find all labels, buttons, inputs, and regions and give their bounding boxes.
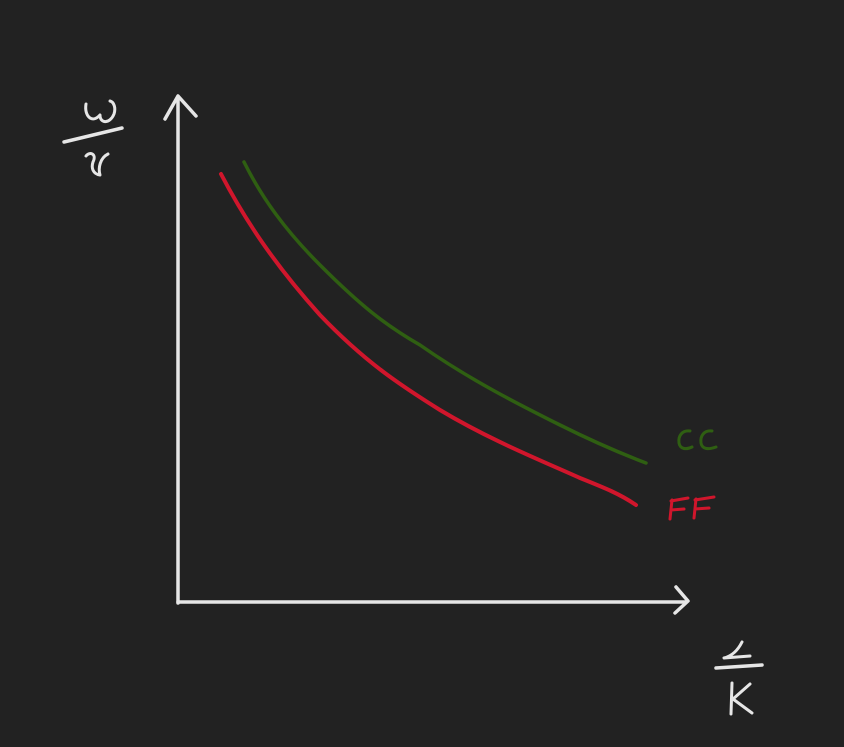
x-label-fraction-bar [714, 663, 764, 670]
y-label-fraction-bar [62, 126, 124, 144]
y-axis-label: w r [62, 99, 124, 177]
y-label-numerator-w [84, 99, 117, 124]
x-label-denominator-K [729, 681, 754, 716]
y-label-denominator-r [84, 152, 110, 177]
y-axis [163, 94, 198, 605]
cc-label: CC [677, 429, 718, 451]
x-label-numerator-L [722, 640, 752, 660]
ff-label: FF [668, 495, 716, 521]
ff-curve [219, 172, 638, 507]
cc-curve [242, 160, 648, 465]
y-axis-arrowhead [163, 94, 198, 121]
x-axis-arrowhead [673, 585, 690, 615]
x-axis-label: L K [714, 640, 764, 716]
x-axis [176, 585, 690, 615]
